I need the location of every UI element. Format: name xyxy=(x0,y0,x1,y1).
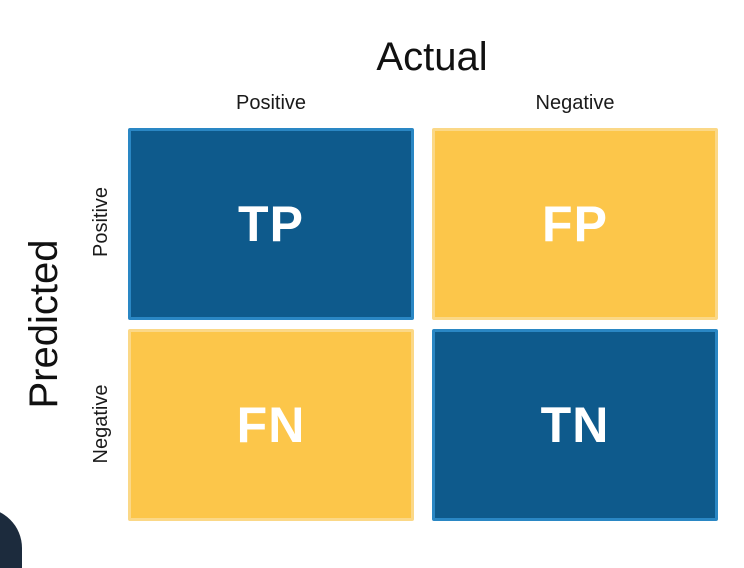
cell-true-positive: TP xyxy=(128,128,414,320)
predicted-axis-title: Predicted xyxy=(22,239,66,409)
row-label-negative: Negative xyxy=(90,384,112,464)
cell-true-negative: TN xyxy=(432,329,718,521)
column-label-negative: Negative xyxy=(535,92,615,114)
column-label-positive: Positive xyxy=(235,92,307,114)
cell-true-negative-label: TN xyxy=(540,397,610,453)
cell-false-positive-label: FP xyxy=(542,196,608,252)
actual-axis-title: Actual xyxy=(376,35,488,79)
corner-decoration xyxy=(0,508,22,568)
row-label-positive: Positive xyxy=(90,186,112,258)
cell-false-negative: FN xyxy=(128,329,414,521)
cell-false-positive: FP xyxy=(432,128,718,320)
cell-false-negative-label: FN xyxy=(236,397,306,453)
cell-true-positive-label: TP xyxy=(238,196,304,252)
